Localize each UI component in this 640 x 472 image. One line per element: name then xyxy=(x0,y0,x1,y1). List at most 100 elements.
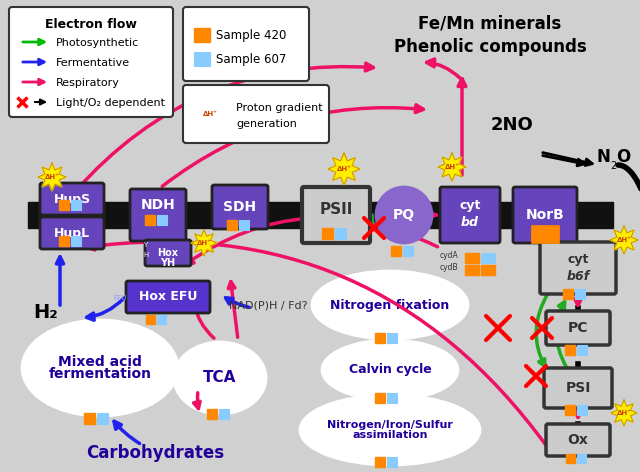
Text: PSII: PSII xyxy=(319,202,353,218)
Text: Sample 607: Sample 607 xyxy=(216,53,286,67)
Text: Phenolic compounds: Phenolic compounds xyxy=(394,38,586,56)
Bar xyxy=(227,220,237,230)
Text: generation: generation xyxy=(236,119,297,129)
Bar xyxy=(84,413,95,423)
Ellipse shape xyxy=(22,320,178,416)
Text: ΔH⁺: ΔH⁺ xyxy=(45,174,60,180)
Bar xyxy=(387,333,397,343)
Text: 2: 2 xyxy=(610,161,616,171)
Text: ΔH⁺: ΔH⁺ xyxy=(196,240,211,246)
Text: assimilation: assimilation xyxy=(352,430,428,440)
Text: ΔH⁺: ΔH⁺ xyxy=(616,237,632,243)
Text: ΔH⁺: ΔH⁺ xyxy=(203,111,218,117)
Text: Hox EFU: Hox EFU xyxy=(139,290,197,303)
Text: Respiratory: Respiratory xyxy=(56,78,120,88)
Bar xyxy=(194,28,210,42)
Polygon shape xyxy=(192,96,228,132)
FancyBboxPatch shape xyxy=(145,240,191,266)
FancyBboxPatch shape xyxy=(540,242,616,294)
Bar xyxy=(577,454,586,463)
Polygon shape xyxy=(328,153,360,185)
Text: YH: YH xyxy=(161,258,175,268)
FancyBboxPatch shape xyxy=(40,217,104,249)
Text: PQ: PQ xyxy=(393,208,415,222)
Text: HupL: HupL xyxy=(54,227,90,239)
Text: NorB: NorB xyxy=(525,208,564,222)
Bar xyxy=(387,457,397,467)
Text: Fe/Mn minerals: Fe/Mn minerals xyxy=(419,14,562,32)
Text: Ox: Ox xyxy=(568,433,588,447)
Text: Electron flow: Electron flow xyxy=(45,17,137,31)
FancyBboxPatch shape xyxy=(513,187,577,243)
FancyBboxPatch shape xyxy=(546,311,610,345)
Text: Carbohydrates: Carbohydrates xyxy=(86,444,224,462)
Bar xyxy=(59,236,69,246)
Bar xyxy=(465,253,479,263)
Bar xyxy=(387,393,397,403)
Polygon shape xyxy=(38,163,66,191)
Bar xyxy=(146,314,155,323)
Text: Hox: Hox xyxy=(157,248,179,258)
Bar xyxy=(157,314,166,323)
Text: cydA: cydA xyxy=(440,251,459,260)
Text: Sample 420: Sample 420 xyxy=(216,29,286,42)
Bar xyxy=(531,225,559,243)
FancyBboxPatch shape xyxy=(126,281,210,313)
Bar xyxy=(145,215,155,225)
Text: 2NO: 2NO xyxy=(491,116,533,134)
Text: SDH: SDH xyxy=(223,200,257,214)
Bar xyxy=(577,345,587,355)
Text: TCA: TCA xyxy=(204,371,237,386)
Bar xyxy=(566,454,575,463)
Bar xyxy=(97,413,108,423)
Text: Photosynthetic: Photosynthetic xyxy=(56,38,140,48)
Polygon shape xyxy=(438,153,466,181)
Bar xyxy=(575,289,585,299)
Ellipse shape xyxy=(174,342,266,414)
FancyBboxPatch shape xyxy=(440,187,500,243)
FancyBboxPatch shape xyxy=(183,7,309,81)
Bar xyxy=(28,202,613,228)
Text: fermentation: fermentation xyxy=(49,367,152,381)
Text: b6f: b6f xyxy=(566,270,589,283)
Text: Proton gradient: Proton gradient xyxy=(236,103,323,113)
Bar xyxy=(465,265,479,275)
Text: cyt: cyt xyxy=(460,199,481,211)
Text: O: O xyxy=(616,148,630,166)
Text: Light/O₂ dependent: Light/O₂ dependent xyxy=(56,98,165,108)
Bar xyxy=(322,228,333,238)
FancyBboxPatch shape xyxy=(546,424,610,456)
Bar xyxy=(71,236,81,246)
Polygon shape xyxy=(611,400,637,426)
Bar xyxy=(565,345,575,355)
FancyBboxPatch shape xyxy=(130,189,186,241)
Bar xyxy=(481,253,495,263)
Polygon shape xyxy=(191,230,217,256)
Ellipse shape xyxy=(322,340,458,400)
Ellipse shape xyxy=(300,395,480,465)
Text: ΔH⁺: ΔH⁺ xyxy=(616,410,632,416)
Text: H₂: H₂ xyxy=(34,303,58,322)
Text: EFU: EFU xyxy=(113,295,127,301)
Bar xyxy=(375,333,385,343)
Bar xyxy=(577,405,587,415)
Text: Y: Y xyxy=(143,242,147,248)
FancyBboxPatch shape xyxy=(212,185,268,229)
Text: PSI: PSI xyxy=(565,381,591,395)
Text: bd: bd xyxy=(461,217,479,229)
Text: NDH: NDH xyxy=(141,198,175,212)
Text: NAD(P)H / Fd?: NAD(P)H / Fd? xyxy=(228,300,307,310)
Text: cydB: cydB xyxy=(440,263,459,272)
Bar xyxy=(375,457,385,467)
Bar xyxy=(71,200,81,210)
Ellipse shape xyxy=(312,271,468,339)
Text: Mixed acid: Mixed acid xyxy=(58,355,142,369)
Text: Nitrogen fixation: Nitrogen fixation xyxy=(330,298,450,312)
Text: ΔH⁺: ΔH⁺ xyxy=(445,164,460,170)
Text: N: N xyxy=(597,148,611,166)
Bar xyxy=(375,393,385,403)
Text: Nitrogen/Iron/Sulfur: Nitrogen/Iron/Sulfur xyxy=(327,420,453,430)
Bar xyxy=(207,409,217,419)
FancyBboxPatch shape xyxy=(544,368,612,408)
Polygon shape xyxy=(610,226,638,254)
